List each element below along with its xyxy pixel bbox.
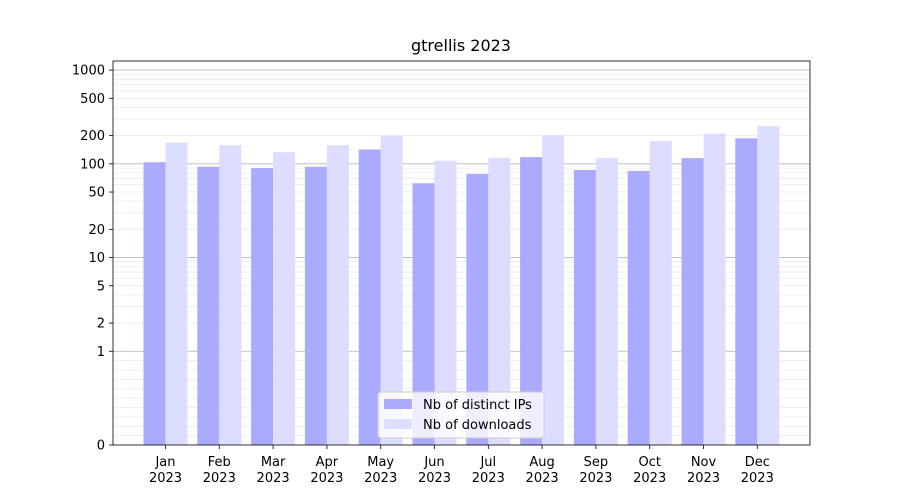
bar-distinct-ips (466, 173, 489, 445)
x-tick-label-month: Oct (638, 455, 660, 470)
bar-distinct-ips (197, 166, 220, 445)
bar-downloads (326, 145, 349, 445)
bar-distinct-ips (735, 138, 758, 445)
x-tick-label-month: Sep (584, 455, 609, 470)
y-tick-label: 50 (88, 186, 105, 201)
bars-layer (143, 126, 780, 446)
bar-distinct-ips (304, 166, 327, 445)
x-tick-label-year: 2023 (633, 471, 666, 486)
y-tick-label: 100 (80, 157, 105, 172)
y-tick-label: 10 (88, 251, 105, 266)
x-tick-label-month: Feb (208, 455, 231, 470)
bar-distinct-ips (573, 169, 596, 445)
x-tick-label-year: 2023 (310, 471, 343, 486)
x-tick-label-year: 2023 (203, 471, 236, 486)
y-tick-label: 2 (97, 317, 105, 332)
y-tick-label: 0 (97, 439, 105, 454)
x-tick-label-year: 2023 (364, 471, 397, 486)
x-tick-label-month: Apr (316, 455, 339, 470)
x-tick-label-month: May (367, 455, 394, 470)
bar-downloads (273, 152, 296, 445)
y-tick-label: 5 (97, 279, 105, 294)
x-tick-label-month: Aug (529, 455, 554, 470)
x-tick-label-month: Jun (423, 455, 444, 470)
plot-frame (112, 60, 811, 446)
axes-layer: Jan2023Feb2023Mar2023Apr2023May2023Jun20… (72, 60, 811, 486)
bar-downloads (219, 145, 242, 445)
y-tick-label: 20 (88, 223, 105, 238)
y-tick-label: 1 (97, 345, 105, 360)
x-tick-label-year: 2023 (149, 471, 182, 486)
x-tick-label-year: 2023 (257, 471, 290, 486)
x-tick-label-month: Jan (154, 455, 175, 470)
y-tick-label: 500 (80, 92, 105, 107)
bar-downloads (757, 126, 780, 445)
y-tick-label: 200 (80, 129, 105, 144)
bar-downloads (542, 135, 565, 445)
x-tick-label-year: 2023 (418, 471, 451, 486)
x-tick-label-month: Mar (261, 455, 286, 470)
bar-downloads (165, 142, 188, 446)
legend-box (377, 391, 545, 439)
y-tick-label: 1000 (72, 64, 105, 79)
bar-distinct-ips (251, 168, 274, 445)
x-tick-label-month: Jul (479, 455, 496, 470)
bar-distinct-ips (520, 157, 543, 446)
legend: Nb of distinct IPs Nb of downloads (377, 391, 545, 439)
bar-downloads (434, 160, 457, 445)
legend-label: Nb of downloads (423, 418, 532, 433)
bar-downloads (595, 157, 618, 445)
x-tick-label-year: 2023 (526, 471, 559, 486)
x-tick-label-month: Nov (691, 455, 717, 470)
x-tick-label-year: 2023 (741, 471, 774, 486)
bar-downloads (488, 157, 511, 445)
x-tick-label-month: Dec (745, 455, 770, 470)
bar-distinct-ips (412, 183, 435, 445)
legend-swatch (384, 419, 412, 429)
bar-distinct-ips (143, 162, 166, 446)
bar-downloads (703, 133, 726, 445)
chart-title: gtrellis 2023 (411, 36, 511, 55)
x-tick-label-year: 2023 (579, 471, 612, 486)
x-tick-label-year: 2023 (687, 471, 720, 486)
bar-downloads (380, 135, 403, 446)
bar-distinct-ips (358, 149, 381, 445)
x-tick-label-year: 2023 (472, 471, 505, 486)
legend-label: Nb of distinct IPs (423, 398, 532, 413)
bar-distinct-ips (627, 170, 650, 445)
bar-downloads (649, 141, 672, 445)
bar-distinct-ips (681, 158, 704, 446)
legend-swatch (384, 399, 412, 409)
